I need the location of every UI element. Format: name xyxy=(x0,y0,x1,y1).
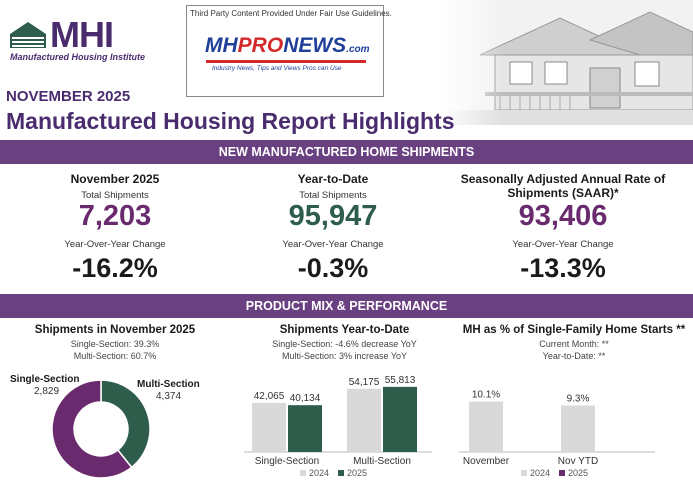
bar-label-2024-1: 54,175 xyxy=(349,377,380,388)
mhpronews-logo: MHPRONEWS.com xyxy=(205,34,370,58)
legend-swatch-2024 xyxy=(521,470,527,476)
bar-label-2025-1: 55,813 xyxy=(385,375,416,386)
ytd-mix-single: Single-Section: -4.6% decrease YoY xyxy=(272,339,417,349)
saar-yoy-label: Year-Over-Year Change xyxy=(512,239,614,250)
donut-chart xyxy=(51,379,151,479)
donut-multi-value: 4,374 xyxy=(156,391,182,402)
nov-mix-multi: Multi-Section: 60.7% xyxy=(73,351,157,361)
legend-swatch-2025 xyxy=(559,470,565,476)
mhp-pro: PRO xyxy=(237,34,284,57)
mhp-com: .com xyxy=(346,44,370,55)
legend-label-2024: 2024 xyxy=(530,468,550,478)
mhp-news: NEWS xyxy=(283,34,347,57)
bar-2024-1 xyxy=(347,388,381,452)
donut-single-value: 2,829 xyxy=(34,386,60,397)
legend-label-2024: 2024 xyxy=(309,468,329,478)
saar-value: 93,406 xyxy=(518,200,608,232)
category-label-1: Multi-Section xyxy=(353,456,411,467)
bar-label-2024-0: 10.1% xyxy=(472,390,500,401)
bar-label-2024-1: 9.3% xyxy=(567,394,590,405)
nov-mix-header: Shipments in November 2025 Single-Sectio… xyxy=(0,324,230,362)
legend-label-2025: 2025 xyxy=(568,468,588,478)
sf-current: Current Month: ** xyxy=(539,339,609,349)
month-total-value: 7,203 xyxy=(78,200,152,232)
legend-swatch-2025 xyxy=(338,470,344,476)
legend-label-2025: 2025 xyxy=(347,468,367,478)
donut-multi-label: Multi-Section xyxy=(137,379,200,390)
donut-slice-single-section xyxy=(100,379,151,469)
month-heading: November 2025 xyxy=(70,172,160,186)
category-label-0: Single-Section xyxy=(255,456,319,467)
donut-slice-multi-section xyxy=(51,379,133,479)
month-yoy-label: Year-Over-Year Change xyxy=(64,239,166,250)
sf-header: MH as % of Single-Family Home Starts ** … xyxy=(455,324,693,362)
mhp-underline xyxy=(206,60,366,63)
ytd-mix-multi: Multi-Section: 3% increase YoY xyxy=(281,351,408,361)
ytd-mix-header: Shipments Year-to-Date Single-Section: -… xyxy=(232,324,457,362)
month-yoy-value: -16.2% xyxy=(72,253,158,283)
bar-2025-1 xyxy=(383,386,417,452)
house-illustration xyxy=(440,0,693,125)
month-total-label: Total Shipments xyxy=(81,190,149,201)
ytd-mix-heading: Shipments Year-to-Date xyxy=(279,324,410,336)
mhi-logo-subtitle: Manufactured Housing Institute xyxy=(10,52,145,62)
mhp-mh: MH xyxy=(205,34,238,57)
page-title: Manufactured Housing Report Highlights xyxy=(6,108,455,134)
product-banner: PRODUCT MIX & PERFORMANCE xyxy=(0,294,693,318)
ytd-yoy-label: Year-Over-Year Change xyxy=(282,239,384,250)
category-label-1: Nov YTD xyxy=(558,456,598,467)
sf-bar-chart: 10.1% November 9.3% Nov YTD 2024 2025 xyxy=(459,390,655,478)
saar-yoy-value: -13.3% xyxy=(520,253,606,283)
bar-2024-0 xyxy=(469,401,503,452)
mhpronews-badge xyxy=(186,5,384,97)
mhi-logo-text: MHI xyxy=(50,14,114,55)
bar-2024-0 xyxy=(252,402,286,452)
ytd-bar-chart: 42,065 40,134 Single-Section 54,175 55,813 Mu… xyxy=(244,375,432,478)
bar-label-2025-0: 40,134 xyxy=(290,393,321,404)
bar-2024-1 xyxy=(561,405,595,452)
saar-block: Seasonally Adjusted Annual Rate of Shipm… xyxy=(452,172,674,284)
sf-heading: MH as % of Single-Family Home Starts ** xyxy=(462,324,686,336)
donut-single-label: Single-Section xyxy=(10,374,80,385)
shipments-banner: NEW MANUFACTURED HOME SHIPMENTS xyxy=(0,140,693,164)
saar-heading: Seasonally Adjusted Annual Rate of Shipm… xyxy=(460,172,666,200)
ytd-yoy-value: -0.3% xyxy=(297,253,369,283)
bar-2025-0 xyxy=(288,405,322,452)
month-shipments-block: November 2025 Total Shipments 7,203 Year… xyxy=(20,172,210,284)
nov-mix-single: Single-Section: 39.3% xyxy=(70,339,160,349)
category-label-0: November xyxy=(463,456,510,467)
ytd-shipments-block: Year-to-Date Total Shipments 95,947 Year… xyxy=(238,172,428,284)
ytd-total-value: 95,947 xyxy=(288,200,378,232)
sf-ytd: Year-to-Date: ** xyxy=(542,351,606,361)
ytd-heading: Year-to-Date xyxy=(297,172,369,186)
fair-use-caption: Third Party Content Provided Under Fair … xyxy=(190,9,392,18)
report-month: NOVEMBER 2025 xyxy=(6,88,131,105)
nov-mix-heading: Shipments in November 2025 xyxy=(34,324,196,336)
mhi-logo-icon xyxy=(10,22,46,48)
ytd-total-label: Total Shipments xyxy=(299,190,367,201)
bar-label-2024-0: 42,065 xyxy=(254,391,285,402)
mhp-tagline: Industry News, Tips and Views Pros can U… xyxy=(212,65,342,72)
legend-swatch-2024 xyxy=(300,470,306,476)
